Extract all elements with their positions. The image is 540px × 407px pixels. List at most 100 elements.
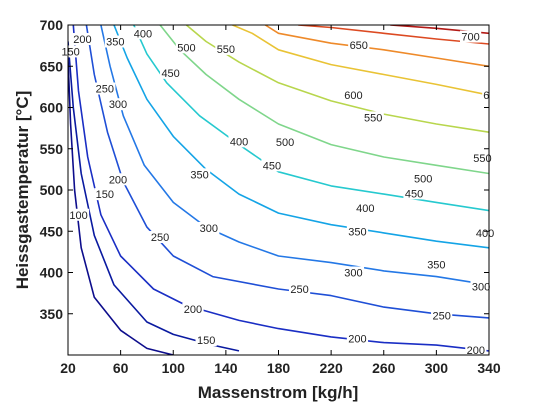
contour-label: 550: [473, 153, 491, 165]
x-tick-label: 180: [267, 360, 291, 376]
x-axis-ticks: 20 60 100 140 180 220 260 300 340: [60, 25, 501, 376]
contour-label: 400: [356, 203, 374, 215]
y-axis-label: Heissgastemperatur [°C]: [13, 91, 32, 290]
contour-label-bg: [465, 344, 487, 357]
contour-label-bg: [471, 151, 494, 164]
contour-label-bg: [354, 202, 376, 215]
contour-label: 150: [61, 46, 79, 58]
contour-label-bg: [132, 27, 154, 40]
x-tick-label: 20: [60, 360, 76, 376]
contour-label: 300: [109, 99, 127, 111]
contour-label-bg: [94, 188, 116, 201]
contour-label: 200: [348, 334, 366, 346]
contour-label: 100: [69, 210, 87, 222]
x-tick-label: 100: [162, 360, 186, 376]
contour-line-500: [185, 25, 489, 133]
contour-label-bg: [195, 334, 217, 347]
contour-label: 200: [109, 174, 127, 186]
contour-label-bg: [470, 280, 492, 293]
contour-label: 350: [190, 169, 208, 181]
contour-line-450: [159, 25, 489, 175]
contour-lines: [68, 25, 489, 355]
plot-frame: [67, 24, 490, 356]
contour-label: 450: [263, 160, 281, 172]
contour-label-bg: [149, 231, 171, 244]
y-tick-label: 500: [40, 182, 64, 198]
contour-label-bg: [107, 173, 129, 186]
contour-label-bg: [346, 332, 369, 345]
contour-label: 250: [432, 310, 450, 322]
contour-line-650: [298, 25, 489, 45]
contour-label: 250: [290, 284, 308, 296]
contour-label: 550: [217, 44, 235, 56]
x-tick-label: 220: [319, 360, 343, 376]
x-tick-label: 300: [425, 360, 449, 376]
contour-label-bg: [67, 208, 90, 221]
contour-label: 350: [427, 259, 445, 271]
x-tick-label: 140: [214, 360, 238, 376]
contour-label-bg: [107, 98, 129, 111]
contour-label-bg: [228, 135, 250, 148]
contour-label-bg: [431, 309, 453, 322]
x-tick-label: 60: [113, 360, 129, 376]
contour-label-bg: [274, 136, 296, 149]
contour-label-bg: [188, 168, 211, 181]
contour-label: 400: [230, 136, 248, 148]
contour-label: 200: [73, 34, 91, 46]
contour-label-bg: [215, 42, 237, 55]
contour-label-bg: [425, 258, 447, 271]
contour-label: 250: [151, 232, 169, 244]
contour-label: 400: [476, 228, 494, 240]
contour-line-550: [232, 25, 489, 96]
contour-label: 350: [106, 37, 124, 49]
contour-label: 450: [161, 68, 179, 80]
contour-label-bg: [342, 266, 365, 279]
contour-label-bg: [403, 187, 425, 200]
contour-label-bg: [94, 82, 116, 95]
contour-label: 500: [414, 173, 432, 185]
contour-label: 700: [461, 32, 479, 44]
y-tick-label: 700: [40, 17, 64, 33]
contour-label-bg: [342, 89, 365, 102]
contour-label-bg: [175, 41, 198, 54]
contour-label: 150: [96, 189, 114, 201]
contour-label-bg: [182, 302, 204, 315]
y-tick-label: 650: [40, 58, 64, 74]
x-axis-label: Massenstrom [kg/h]: [198, 383, 359, 402]
contour-label-bg: [482, 89, 491, 102]
contour-label-bg: [459, 30, 482, 43]
contour-line-150: [68, 41, 240, 352]
y-tick-label: 450: [40, 223, 64, 239]
contour-label: 400: [134, 28, 152, 40]
contour-label: 550: [364, 112, 382, 124]
contour-label: 150: [197, 335, 215, 347]
contour-label: 450: [405, 188, 423, 200]
contour-label-bg: [71, 33, 94, 46]
contour-label-bg: [198, 221, 220, 234]
contour-label: 200: [184, 304, 202, 316]
contour-label: 300: [344, 268, 362, 280]
contour-label-bg: [362, 111, 384, 124]
contour-label-bg: [348, 38, 370, 51]
contour-labels: 1001501501502002002002002002502502502503…: [60, 27, 496, 357]
contour-line-350: [113, 25, 489, 249]
contour-label: 600: [344, 90, 362, 102]
contour-label: 500: [177, 42, 195, 54]
y-tick-label: 350: [40, 306, 64, 322]
contour-line-600: [264, 25, 489, 68]
contour-label: 250: [96, 84, 114, 96]
contour-label: 300: [472, 282, 490, 294]
y-tick-label: 550: [40, 141, 64, 157]
contour-label: 6: [483, 90, 489, 102]
contour-label: 500: [276, 137, 294, 149]
contour-label-bg: [261, 159, 283, 172]
x-tick-label: 260: [372, 360, 396, 376]
contour-label-bg: [60, 45, 82, 58]
contour-label: 350: [348, 226, 366, 238]
contour-line-250: [85, 25, 489, 319]
y-tick-label: 600: [40, 100, 64, 116]
x-tick-label: 340: [477, 360, 501, 376]
y-tick-label: 400: [40, 265, 64, 281]
